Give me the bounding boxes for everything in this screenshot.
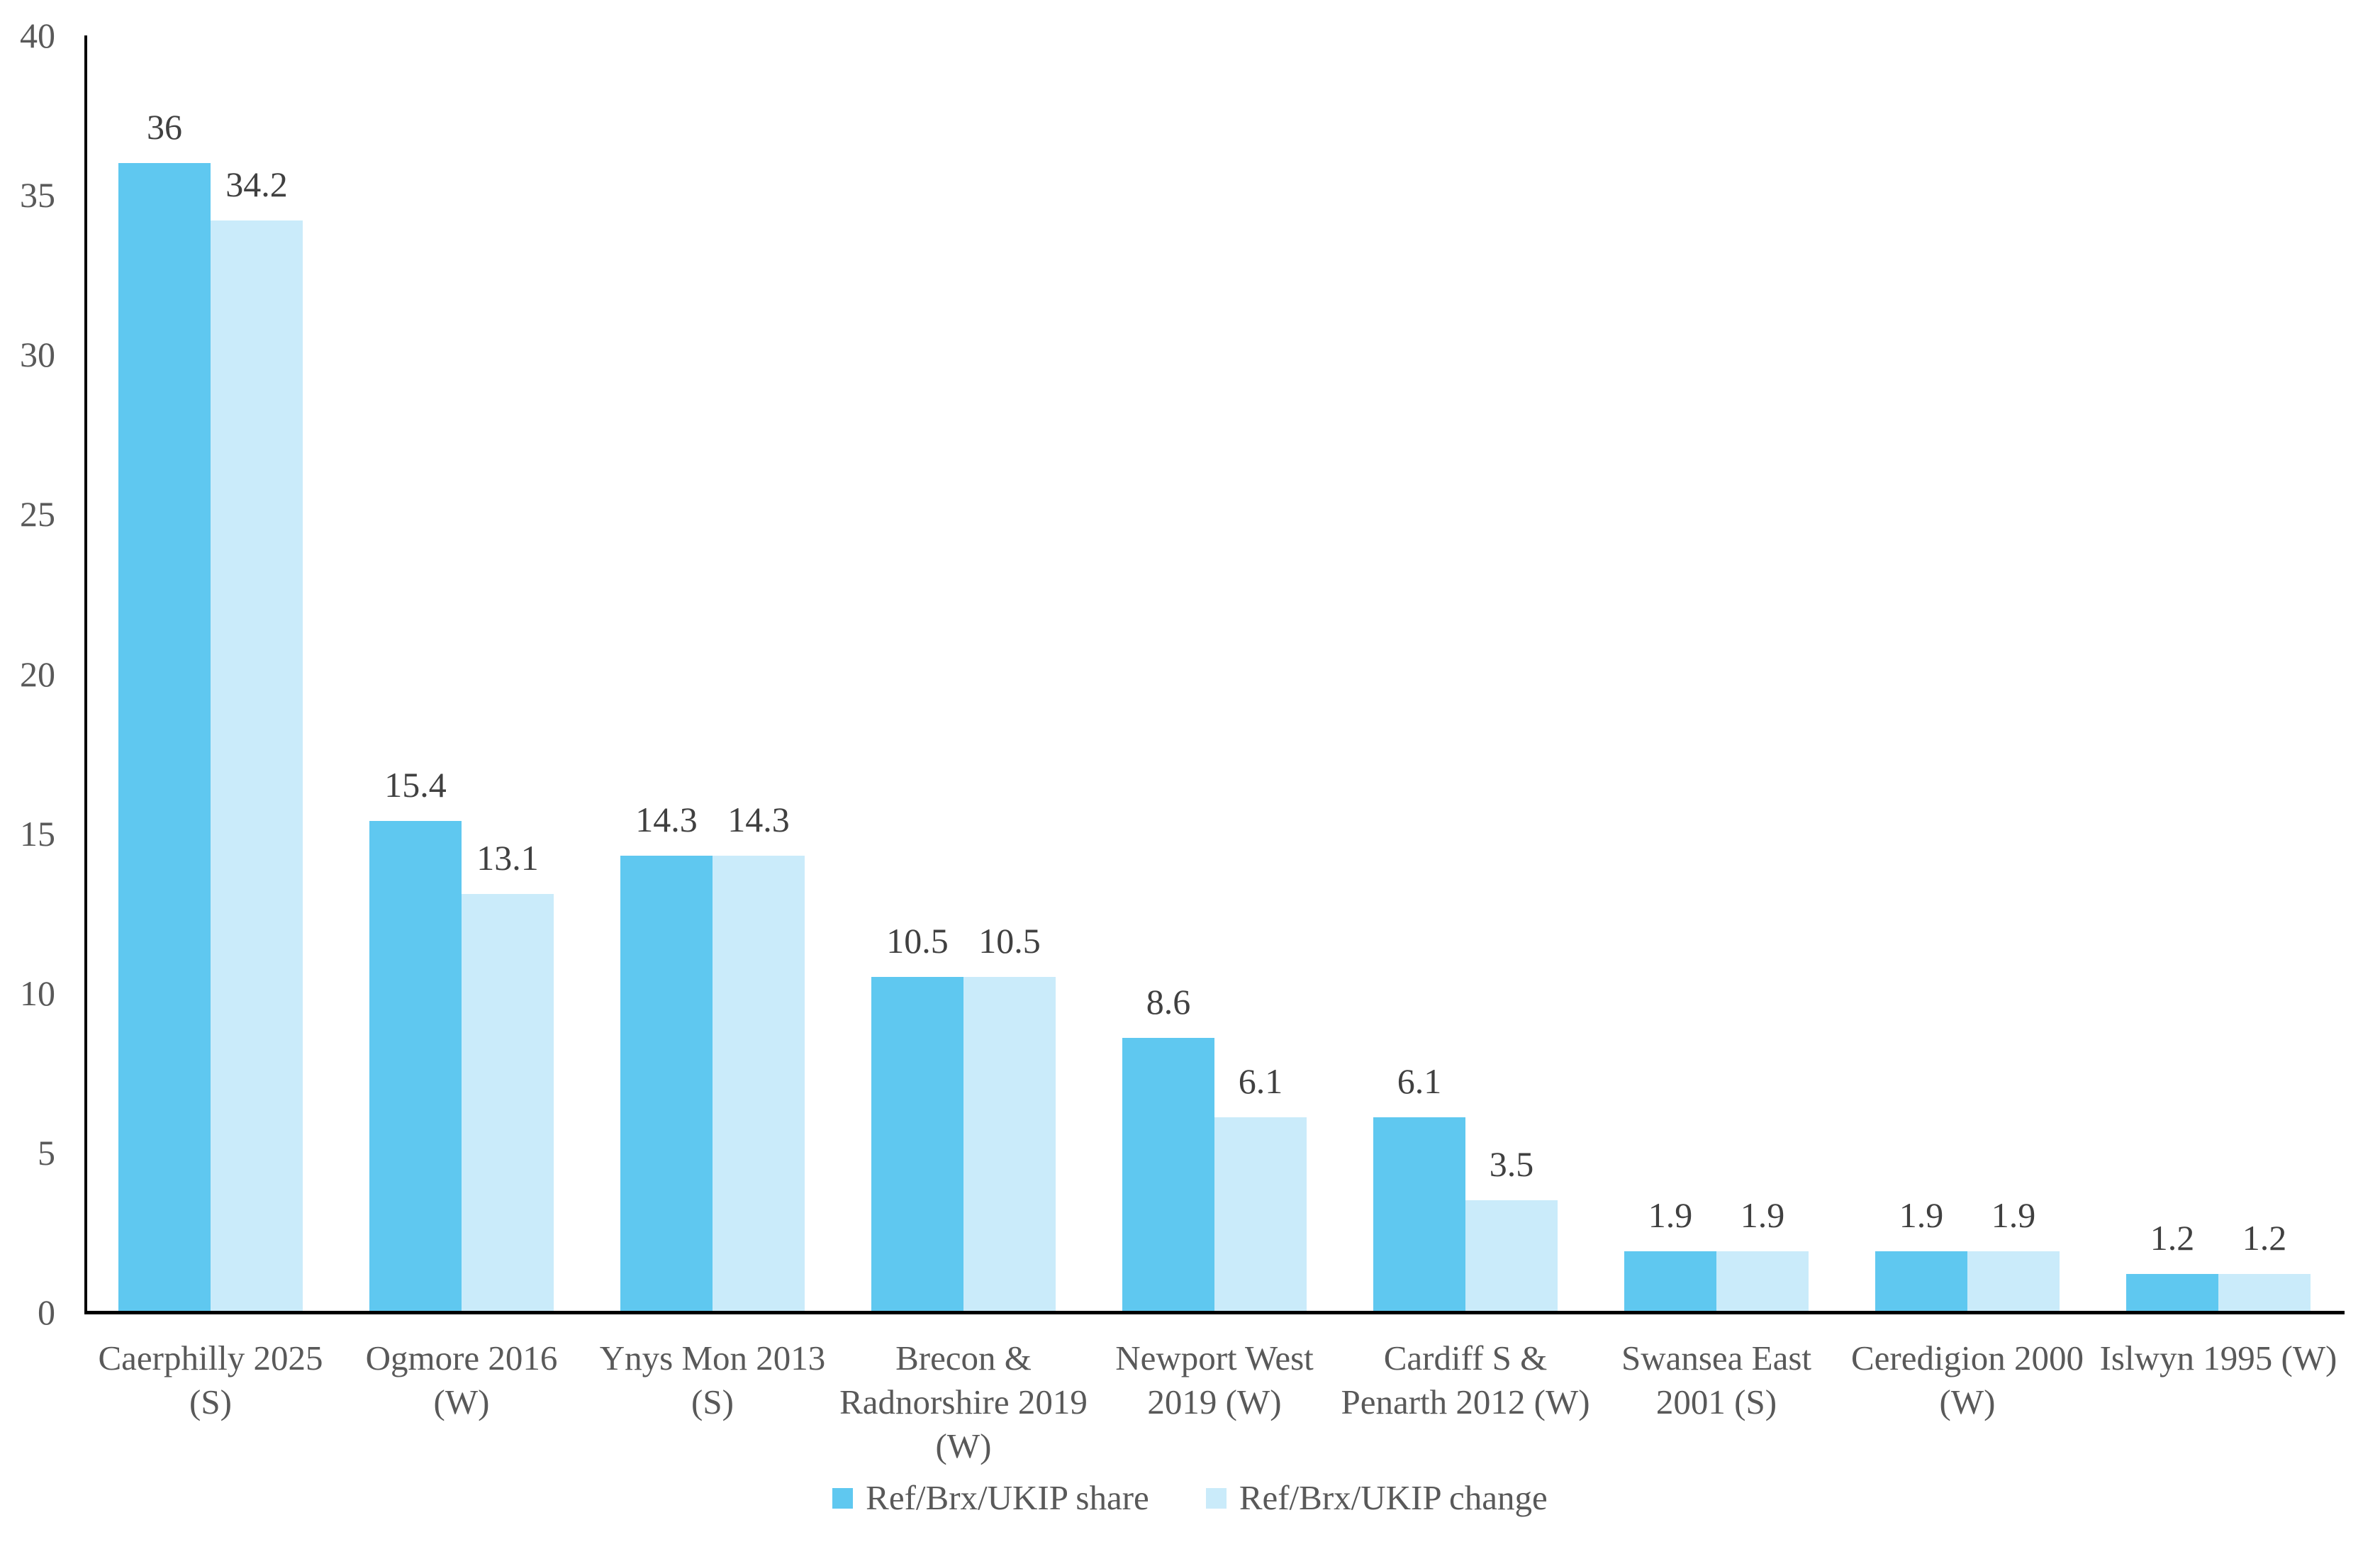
bar-share [118,163,211,1312]
y-tick-label: 35 [20,175,55,216]
plot-area: 36 15.4 14.3 10.5 8.6 6.1 1.9 1.9 1.2 34.2 13.1 14.… [86,35,2345,1312]
y-tick-label: 25 [20,494,55,535]
y-tick-label: 20 [20,654,55,694]
x-axis-category-labels: Caerphilly 2025 (S) Ogmore 2016 (W) Ynys M… [86,1336,2345,1507]
chart-legend: Ref/Brx/UKIP share Ref/Brx/UKIP change [0,1478,2380,1518]
y-tick-label: 0 [38,1292,55,1332]
bar-value-label: 1.2 [2150,1217,2195,1258]
bar-change [211,220,303,1312]
legend-swatch-share-icon [832,1487,854,1509]
x-tick-label: Ynys Mon 2013 (S) [599,1338,826,1421]
y-tick-label: 40 [20,16,55,55]
y-tick-label: 15 [20,813,55,854]
bar-value-label: 1.9 [1991,1195,2036,1236]
x-tick-label: Islwyn 1995 (W) [2099,1338,2337,1377]
bar-change [1967,1251,2060,1312]
x-tick-label: Brecon & Radnorshire 2019 (W) [839,1338,1088,1465]
bar-value-label: 14.3 [727,800,790,840]
bar-value-label: 1.9 [1648,1195,1693,1236]
bar-value-label: 36 [147,107,182,147]
y-axis-tick-labels: 0 5 10 15 20 25 30 35 40 [0,0,55,1554]
bar-value-label: 34.2 [225,164,288,205]
bar-change [1716,1251,1809,1312]
bar-share [1624,1251,1716,1312]
y-tick-label: 5 [38,1132,55,1173]
bar-value-label: 15.4 [384,764,447,805]
x-tick-label: Swansea East 2001 (S) [1621,1338,1812,1421]
bar-value-label: 14.3 [635,800,698,840]
bar-share [369,820,462,1312]
x-axis-line [84,1311,2345,1314]
bar-share [620,856,713,1312]
y-axis-line [84,35,87,1314]
bar-value-label: 10.5 [978,921,1041,961]
legend-label: Ref/Brx/UKIP change [1239,1478,1548,1517]
legend-item-change: Ref/Brx/UKIP change [1205,1478,1548,1518]
legend-item-share: Ref/Brx/UKIP share [832,1478,1149,1518]
bar-share [1373,1117,1465,1312]
bar-value-label: 10.5 [886,921,949,961]
bar-share [2126,1273,2218,1312]
x-tick-label: Ceredigion 2000 (W) [1851,1338,2084,1421]
bar-value-label: 6.1 [1238,1061,1283,1102]
bar-share [1122,1037,1214,1312]
bar-value-label: 1.9 [1899,1195,1944,1236]
y-tick-label: 10 [20,973,55,1013]
bar-change [1214,1117,1307,1312]
x-tick-label: Caerphilly 2025 (S) [98,1338,323,1421]
bar-value-label: 13.1 [476,838,539,878]
x-tick-label: Cardiff S & Penarth 2012 (W) [1341,1338,1590,1421]
bar-share [871,977,963,1312]
bar-value-label: 1.9 [1740,1195,1785,1236]
bar-value-label: 8.6 [1146,981,1191,1022]
y-tick-label: 30 [20,335,55,375]
bar-value-label: 3.5 [1489,1144,1534,1185]
bar-change [462,894,554,1312]
bar-change [1465,1200,1558,1312]
bar-change [713,856,805,1312]
bar-value-label: 6.1 [1397,1061,1442,1102]
x-tick-label: Ogmore 2016 (W) [365,1338,558,1421]
bar-share [1875,1251,1967,1312]
bar-change [2218,1273,2311,1312]
x-tick-label: Newport West 2019 (W) [1115,1338,1314,1421]
bar-value-label: 1.2 [2242,1217,2287,1258]
legend-label: Ref/Brx/UKIP share [866,1478,1149,1517]
legend-swatch-change-icon [1205,1487,1227,1509]
bar-change [963,977,1056,1312]
